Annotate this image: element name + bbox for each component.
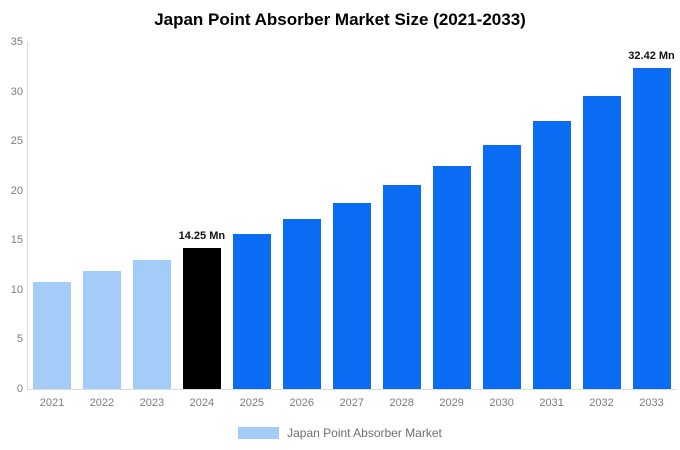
- y-tick-label: 20: [10, 184, 23, 197]
- y-tick-label: 30: [10, 85, 23, 98]
- bar-2026: [282, 219, 321, 389]
- x-tick-label: 2026: [289, 397, 315, 409]
- y-tick-label: 5: [16, 333, 23, 346]
- x-tick-label: 2031: [539, 397, 564, 409]
- bar-2031: [532, 121, 571, 389]
- y-tick-label: 10: [10, 283, 23, 296]
- bar-2032: [582, 95, 621, 389]
- bar-2033: [632, 67, 671, 389]
- x-tick-label: 2028: [389, 397, 414, 409]
- x-tick-label: 2027: [339, 397, 364, 409]
- y-tick-label: 25: [10, 135, 23, 148]
- chart-title: Japan Point Absorber Market Size (2021-2…: [154, 10, 526, 29]
- x-tick-label: 2022: [89, 397, 115, 409]
- bar-2025: [232, 234, 271, 389]
- y-axis-line: [27, 42, 28, 389]
- y-tick-label: 35: [10, 36, 23, 48]
- data-label-2033: 32.42 Mn: [628, 49, 675, 62]
- bar-2029: [432, 166, 471, 389]
- bar-2028: [382, 185, 421, 389]
- x-tick-label: 2023: [139, 397, 165, 409]
- x-axis-line: [27, 389, 677, 390]
- x-tick-label: 2029: [439, 397, 464, 409]
- legend-swatch: [238, 427, 280, 439]
- legend-label: Japan Point Absorber Market: [287, 426, 442, 440]
- legend: Japan Point Absorber Market: [0, 424, 680, 442]
- x-tick-label: 2030: [489, 397, 514, 409]
- x-tick-label: 2025: [239, 397, 265, 409]
- x-tick-label: 2024: [189, 397, 215, 409]
- y-tick-label: 0: [16, 383, 23, 395]
- y-tick-label: 15: [10, 234, 23, 247]
- x-tick-label: 2032: [589, 397, 614, 409]
- x-tick-label: 2033: [639, 397, 664, 409]
- x-tick-label: 2021: [39, 397, 65, 409]
- bar-2021: [32, 281, 71, 389]
- bar-2024: [182, 247, 221, 389]
- bar-2030: [482, 144, 521, 389]
- bar-2027: [332, 203, 371, 389]
- bar-2022: [82, 271, 121, 389]
- bar-2023: [132, 260, 171, 389]
- data-label-2024: 14.25 Mn: [178, 229, 226, 242]
